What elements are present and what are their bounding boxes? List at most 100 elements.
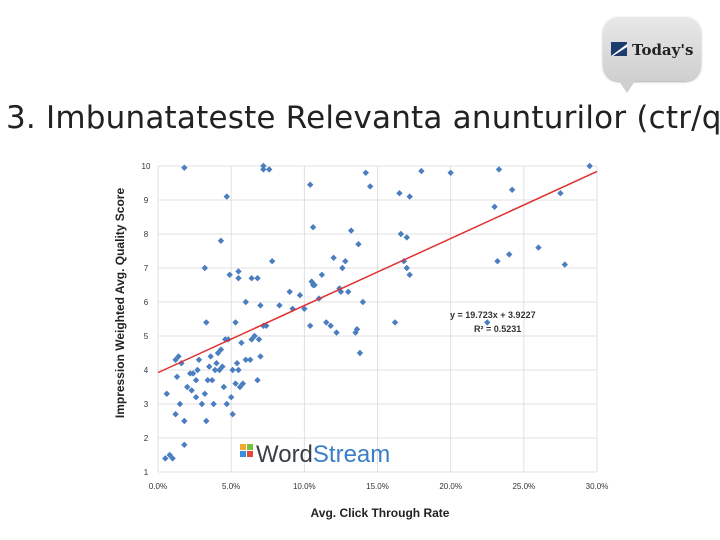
- data-point: [233, 360, 241, 367]
- trendline-equation: y = 19.723x + 3.9227: [450, 310, 536, 320]
- data-point: [339, 264, 346, 272]
- data-point: [353, 326, 361, 333]
- data-point: [210, 400, 217, 408]
- y-tick-label: 4: [144, 366, 149, 375]
- x-tick-label: 10.0%: [293, 482, 316, 491]
- data-point: [169, 455, 176, 462]
- data-point: [260, 162, 267, 170]
- logo-badge: Today's: [603, 17, 701, 93]
- trendline-r-squared: R² = 0.5231: [474, 324, 521, 334]
- data-point: [217, 346, 225, 353]
- data-point: [226, 271, 233, 278]
- x-axis-label: Avg. Click Through Rate: [311, 506, 450, 520]
- data-point: [366, 183, 374, 190]
- data-point: [406, 271, 413, 278]
- x-tick-label: 25.0%: [512, 482, 535, 491]
- wordstream-word-part: Word: [256, 441, 313, 468]
- slide-title: 3. Imbunatateste Relevanta anunturilor (…: [6, 100, 720, 136]
- data-point: [301, 305, 308, 312]
- data-point: [495, 166, 503, 173]
- y-tick-label: 7: [144, 264, 149, 273]
- data-point: [232, 380, 239, 387]
- data-point: [242, 298, 249, 306]
- data-point: [330, 254, 337, 261]
- data-point: [254, 275, 261, 282]
- data-point: [235, 366, 242, 374]
- x-tick-label: 0.0%: [149, 482, 167, 491]
- data-point: [175, 353, 182, 360]
- data-point: [484, 319, 491, 326]
- data-point: [506, 251, 513, 258]
- data-point: [491, 203, 498, 210]
- y-tick-label: 2: [144, 434, 149, 443]
- data-point: [162, 455, 169, 462]
- data-point: [229, 411, 236, 418]
- data-point: [557, 190, 564, 197]
- data-point: [345, 288, 352, 295]
- data-point: [254, 377, 261, 384]
- data-point: [286, 288, 293, 295]
- data-point: [396, 190, 403, 197]
- data-point: [355, 241, 362, 248]
- data-point: [306, 181, 314, 188]
- data-point: [318, 271, 326, 278]
- data-point: [255, 336, 263, 343]
- data-point: [211, 366, 219, 374]
- data-point: [508, 186, 516, 193]
- data-point: [447, 169, 454, 176]
- data-point: [333, 329, 340, 336]
- data-point: [195, 356, 203, 363]
- data-point: [181, 441, 188, 448]
- data-point: [176, 400, 184, 408]
- data-point: [203, 319, 210, 326]
- data-point: [406, 193, 413, 200]
- data-point: [194, 366, 201, 374]
- data-point: [276, 302, 283, 309]
- data-point: [362, 169, 369, 176]
- data-point: [238, 339, 245, 346]
- data-point: [227, 394, 235, 401]
- data-point: [403, 234, 410, 241]
- data-point: [239, 380, 247, 387]
- data-point: [235, 275, 242, 282]
- data-point: [223, 193, 230, 200]
- data-point: [203, 417, 210, 425]
- data-point: [181, 164, 188, 171]
- data-point: [257, 353, 264, 360]
- y-tick-label: 8: [144, 230, 149, 239]
- data-point: [204, 377, 211, 384]
- data-point: [359, 298, 367, 306]
- x-tick-label: 5.0%: [222, 482, 240, 491]
- data-point: [178, 360, 185, 367]
- data-point: [586, 162, 593, 170]
- y-tick-label: 6: [144, 298, 149, 307]
- data-point: [201, 390, 209, 397]
- data-point: [356, 349, 364, 357]
- data-point: [166, 451, 173, 459]
- data-point: [189, 370, 197, 377]
- data-point: [201, 264, 209, 272]
- data-point: [311, 281, 318, 289]
- data-point: [397, 230, 405, 238]
- data-point: [248, 275, 255, 282]
- data-point: [192, 394, 200, 401]
- data-point: [198, 400, 206, 408]
- data-point: [251, 332, 258, 340]
- data-point: [403, 264, 410, 272]
- data-point: [163, 390, 170, 397]
- data-point: [220, 383, 228, 391]
- y-tick-label: 9: [144, 196, 149, 205]
- data-point: [184, 383, 191, 391]
- tick-labels: 1 2 3 4 5 6 7 8 9 10 0.0% 5.0% 10.0% 15.0% 20.0% 25.0% 3…: [142, 162, 609, 491]
- data-point: [347, 227, 355, 234]
- data-point: [232, 319, 239, 326]
- x-tick-label: 15.0%: [366, 482, 389, 491]
- data-point: [223, 400, 230, 408]
- y-tick-label: 1: [144, 468, 149, 477]
- data-point: [418, 167, 425, 175]
- data-point: [323, 319, 330, 326]
- data-point: [242, 356, 249, 363]
- data-point: [217, 237, 225, 244]
- data-point: [173, 373, 181, 380]
- data-point: [219, 363, 226, 370]
